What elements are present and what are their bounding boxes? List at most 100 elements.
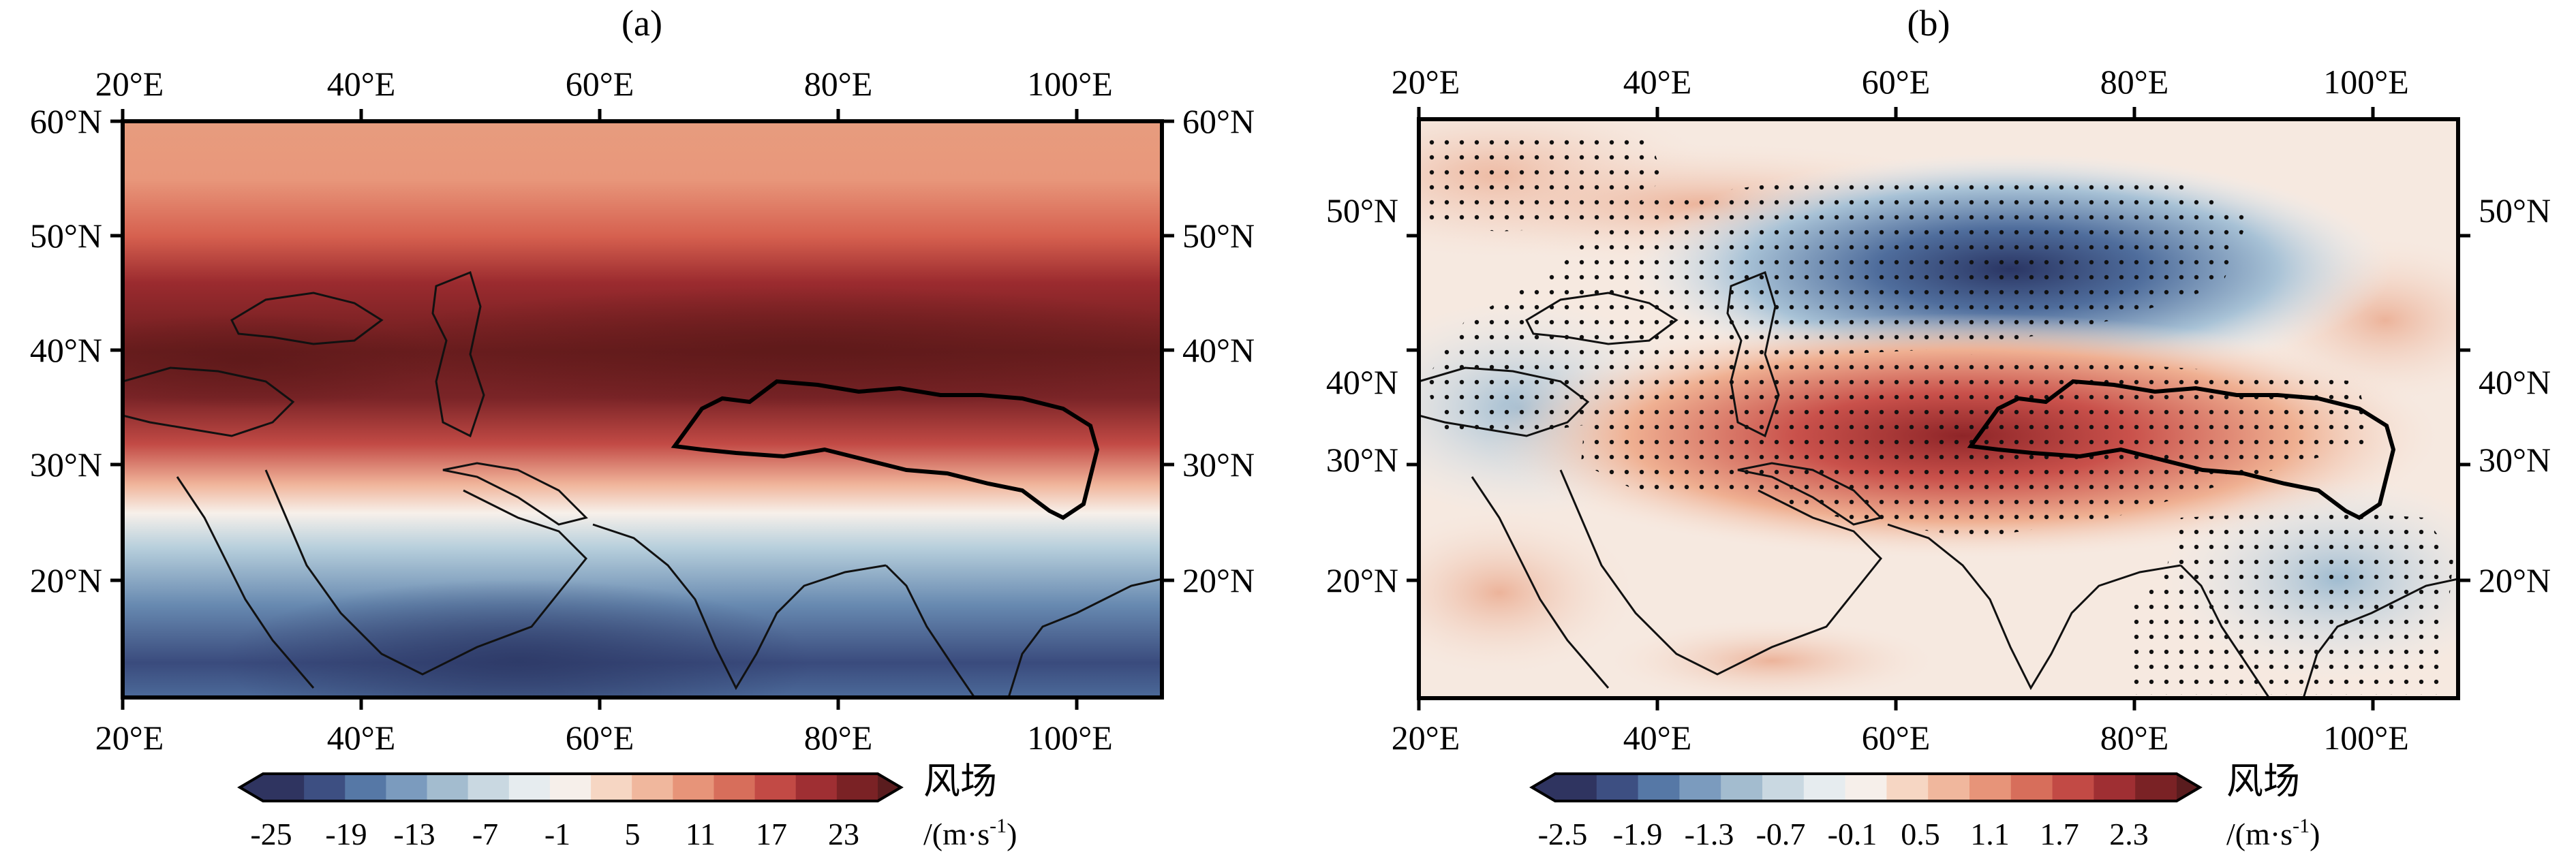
colorbar-tick-label: -0.1 [1828,817,1877,851]
panel-b-lat-right: 50°N 40°N 30°N 20°N [2479,191,2551,599]
colorbar-ticks: -2.5 -1.9 -1.3 -0.7 -0.1 0.5 1.1 1.7 2.3 [1538,817,2149,851]
panel-a-title: (a) [622,3,662,44]
lon-label: 60°E [1862,719,1931,757]
colorbar-tick-label: 1.1 [1970,817,2010,851]
colorbar-swatch [2094,774,2136,801]
tibetan-plateau-outline [1967,379,2396,520]
lon-label: 40°E [327,719,396,757]
panel-b-title: (b) [1907,3,1950,44]
colorbar-swatches [1529,772,2203,802]
colorbar-tick-label: -1.3 [1685,817,1734,851]
lat-label: 30°N [1326,441,1398,479]
colorbar-swatch [508,774,551,801]
panel-a: (a) [30,3,1255,851]
lon-label: 60°E [566,65,634,103]
panel-a-ticks [110,109,1174,710]
colorbar-swatch [386,774,428,801]
colorbar-extend-min [1532,774,1555,801]
lat-label: 40°N [2479,363,2551,401]
colorbar-tick-label: -0.7 [1756,817,1806,851]
colorbar-swatch [1886,774,1929,801]
colorbar-swatch [467,774,510,801]
lat-label: 20°N [30,561,102,599]
lat-label: 40°N [30,331,102,369]
panel-b-colorbar: 风场 /(m·s-1) -2.5 -1.9 -1.3 -0.7 -0.1 0.5… [1529,759,2320,851]
colorbar-swatch [2135,774,2177,801]
colorbar-swatch [836,774,878,801]
colorbar-swatch [263,774,305,801]
colorbar-name: 风场 [2226,759,2300,802]
colorbar-tick-label: 0.5 [1901,817,1940,851]
lon-label: 100°E [1027,719,1113,757]
lon-label: 20°E [95,719,164,757]
lon-label: 80°E [2100,63,2169,101]
panel-a-lat-right: 60°N 50°N 40°N 30°N 20°N [1182,102,1255,599]
colorbar-swatch [1845,774,1887,801]
lon-label: 100°E [1027,65,1113,103]
colorbar-tick-label: 17 [756,817,787,851]
colorbar-outline [1529,772,2203,802]
colorbar-swatch [345,774,386,801]
colorbar-swatch [1596,774,1639,801]
colorbar-tick-label: 1.7 [2040,817,2079,851]
panel-a-frame [121,119,1164,700]
lat-label: 50°N [2479,191,2551,230]
colorbar-swatch [1721,774,1763,801]
lon-label: 40°E [1623,719,1692,757]
colorbar-swatches [237,772,904,802]
colorbar-swatch [1803,774,1846,801]
panel-b-lon-bottom: 20°E 40°E 60°E 80°E 100°E [1392,719,2409,757]
colorbar-swatch [754,774,797,801]
colorbar-tick-label: -19 [325,817,367,851]
panel-a-lon-bottom: 20°E 40°E 60°E 80°E 100°E [95,719,1113,757]
colorbar-swatch [304,774,346,801]
lat-label: 40°N [1182,331,1255,369]
lon-label: 80°E [2100,719,2169,757]
colorbar-swatch [673,774,714,801]
lat-label: 50°N [30,217,102,255]
lon-label: 40°E [1623,63,1692,101]
colorbar-swatch [714,774,756,801]
colorbar-tick-label: -13 [393,817,435,851]
panel-b-lat-left: 50°N 40°N 30°N 20°N [1326,191,1398,599]
colorbar-extend-max [2177,774,2200,801]
colorbar-swatch [2010,774,2053,801]
panel-a-lon-top: 20°E 40°E 60°E 80°E 100°E [95,65,1113,103]
colorbar-swatch [427,774,469,801]
colorbar-tick-label: 5 [625,817,641,851]
panel-a-colorbar: 风场 /(m·s-1) -25 -19 -13 -7 -1 5 11 17 23 [237,759,1017,851]
colorbar-tick-label: 2.3 [2109,817,2149,851]
colorbar-swatch [795,774,838,801]
panel-b-ticks [1407,107,2470,710]
lon-label: 80°E [804,65,873,103]
lat-label: 50°N [1326,191,1398,230]
colorbar-unit: /(m·s-1) [2226,815,2320,851]
colorbar-outline [237,772,904,802]
lon-label: 40°E [327,65,396,103]
lat-label: 20°N [1182,561,1255,599]
colorbar-tick-label: 23 [828,817,859,851]
colorbar-tick-label: -2.5 [1538,817,1588,851]
colorbar-extend-max [878,774,901,801]
lon-label: 80°E [804,719,873,757]
lon-label: 60°E [566,719,634,757]
tibetan-plateau-outline [671,379,1100,520]
lon-label: 60°E [1862,63,1931,101]
colorbar-tick-label: 11 [686,817,716,851]
lon-label: 20°E [1392,719,1460,757]
lon-label: 100°E [2323,719,2409,757]
colorbar-swatch [632,774,673,801]
colorbar-tick-label: -1.9 [1613,817,1663,851]
colorbar-swatch [1762,774,1805,801]
lat-label: 60°N [30,102,102,140]
lat-label: 30°N [2479,441,2551,479]
lat-label: 20°N [2479,561,2551,599]
panel-a-coastlines [123,270,1162,697]
colorbar-tick-label: -1 [545,817,570,851]
panel-b-frame [1417,117,2460,700]
colorbar-swatch [1928,774,1970,801]
lat-label: 30°N [1182,445,1255,484]
colorbar-tick-label: -7 [472,817,498,851]
colorbar-swatch [1969,774,2012,801]
